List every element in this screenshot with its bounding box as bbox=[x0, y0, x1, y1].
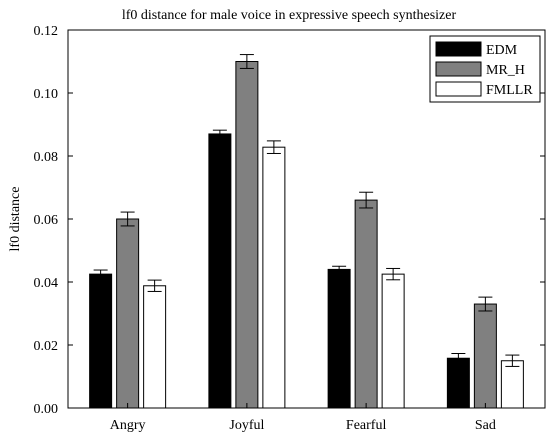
x-tick-label: Angry bbox=[110, 418, 146, 433]
y-tick-label: 0.12 bbox=[34, 24, 59, 39]
bar bbox=[473, 303, 497, 409]
bar bbox=[208, 133, 232, 409]
bar bbox=[327, 268, 351, 409]
bar bbox=[143, 285, 167, 409]
x-tick-label: Joyful bbox=[229, 418, 264, 433]
y-tick-label: 0.02 bbox=[34, 339, 59, 354]
bar bbox=[116, 218, 140, 409]
y-tick-label: 0.04 bbox=[34, 276, 59, 291]
y-tick-label: 0.10 bbox=[34, 87, 59, 102]
y-tick-label: 0.08 bbox=[34, 150, 59, 165]
plot-area: 0.00 0.02 0.04 0.06 0.08 0.10 0.12 Angry Joyful F… bbox=[34, 24, 546, 433]
bar bbox=[446, 357, 470, 409]
y-tick-label: 0.06 bbox=[34, 213, 59, 228]
legend-label: EDM bbox=[486, 43, 518, 58]
x-tick-label: Sad bbox=[475, 418, 496, 433]
legend-swatch bbox=[435, 81, 482, 97]
x-tick-label: Fearful bbox=[346, 418, 387, 433]
bar bbox=[235, 61, 259, 409]
bar bbox=[354, 199, 378, 409]
legend-swatch bbox=[435, 41, 482, 57]
chart-title: lf0 distance for male voice in expressiv… bbox=[122, 8, 457, 23]
legend-swatch bbox=[435, 61, 482, 77]
y-tick-label: 0.00 bbox=[34, 402, 59, 417]
bar bbox=[381, 273, 405, 409]
bar bbox=[262, 146, 286, 409]
y-axis-label: lf0 distance bbox=[8, 187, 23, 252]
legend: EDM MR_H FMLLR bbox=[429, 35, 541, 103]
legend-label: FMLLR bbox=[486, 83, 533, 98]
bar bbox=[89, 273, 113, 409]
legend-label: MR_H bbox=[486, 63, 525, 78]
bar bbox=[500, 360, 524, 409]
